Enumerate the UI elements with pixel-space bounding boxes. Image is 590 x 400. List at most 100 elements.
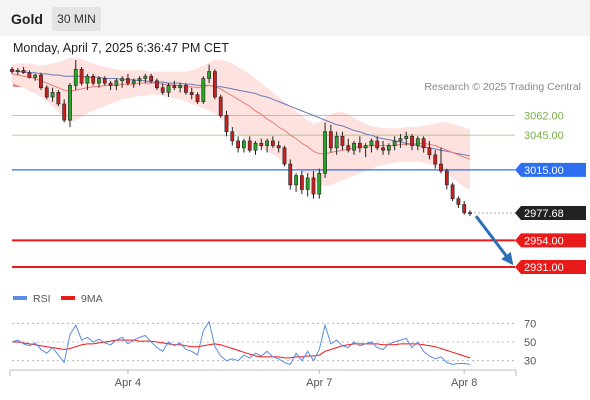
- candle-body: [44, 87, 49, 98]
- candle: [68, 83, 72, 128]
- top-bar: Gold 30 MIN: [0, 0, 590, 36]
- candle: [10, 66, 14, 74]
- candle: [340, 131, 345, 151]
- last-price-label: 2977.68: [524, 208, 564, 220]
- candle-body: [126, 78, 130, 84]
- candle: [39, 72, 43, 91]
- candle: [444, 168, 449, 190]
- candle: [85, 73, 90, 91]
- rsi-ma9-line: [12, 339, 471, 359]
- candle: [97, 76, 101, 88]
- candle-body: [381, 147, 385, 151]
- candle-body: [270, 140, 275, 146]
- candle: [468, 210, 472, 217]
- candle-body: [456, 198, 461, 205]
- candle: [184, 83, 188, 95]
- candle-body: [114, 80, 119, 86]
- support-label: 2931.00: [524, 262, 564, 274]
- candle-body: [224, 115, 229, 132]
- candle-body: [166, 85, 171, 93]
- candle-body: [21, 70, 26, 74]
- candle: [27, 70, 32, 79]
- resistance-label: 3062.00: [524, 111, 564, 123]
- candle: [207, 64, 212, 84]
- candle: [450, 182, 455, 202]
- candle-body: [398, 138, 403, 142]
- pivot-label: 3015.00: [524, 165, 564, 177]
- candle-body: [282, 147, 287, 165]
- candle: [241, 138, 246, 153]
- rsi-legend-label: 9MA: [81, 293, 103, 305]
- candle-body: [207, 71, 212, 79]
- candle-body: [102, 78, 107, 84]
- candle: [155, 78, 159, 91]
- candle: [427, 140, 432, 160]
- candle: [73, 60, 78, 91]
- candle: [62, 99, 67, 123]
- x-tick-label: Apr 7: [306, 377, 332, 389]
- candle: [265, 138, 269, 153]
- candle-body: [15, 70, 20, 72]
- candle: [456, 196, 461, 208]
- candle: [126, 73, 130, 86]
- candle: [114, 78, 119, 91]
- candle-body: [79, 68, 84, 84]
- candle-body: [184, 85, 188, 93]
- candle-body: [439, 163, 443, 172]
- candle: [201, 76, 206, 104]
- x-tick-label: Apr 8: [451, 377, 477, 389]
- candle-body: [236, 140, 241, 149]
- candle: [357, 136, 362, 153]
- candle-body: [363, 145, 368, 149]
- candle: [381, 140, 385, 155]
- candle: [363, 143, 368, 158]
- candle: [288, 159, 293, 190]
- candle: [305, 173, 310, 197]
- candle-body: [50, 92, 55, 98]
- candle-body: [253, 142, 258, 151]
- candle-body: [143, 75, 148, 79]
- candle-body: [131, 80, 136, 84]
- candle-body: [85, 75, 90, 84]
- candle: [15, 68, 20, 76]
- candle: [439, 147, 443, 174]
- resistance-label: 3045.00: [524, 130, 564, 142]
- candle: [137, 76, 142, 86]
- candle-body: [323, 131, 327, 174]
- candle-body: [73, 68, 78, 86]
- candle: [213, 69, 217, 100]
- candle-body: [357, 142, 362, 149]
- candle: [79, 66, 84, 86]
- candle-body: [39, 74, 43, 89]
- candle-body: [311, 177, 316, 195]
- candle: [33, 73, 38, 81]
- candle-body: [247, 140, 252, 151]
- candle: [120, 76, 125, 88]
- candle-body: [137, 78, 142, 82]
- candle: [398, 134, 403, 148]
- candle-body: [10, 68, 14, 72]
- candle: [178, 83, 183, 93]
- candle-body: [56, 92, 61, 105]
- candle-body: [369, 140, 374, 146]
- candle-body: [265, 140, 269, 146]
- candle: [160, 83, 165, 95]
- bollinger-band: [12, 57, 470, 190]
- candle-body: [33, 74, 38, 78]
- candle: [259, 138, 264, 151]
- candle-body: [108, 82, 113, 86]
- candle: [166, 83, 171, 97]
- candle-body: [259, 142, 264, 146]
- candle: [253, 140, 258, 155]
- rsi-tick-label: 30: [524, 356, 536, 368]
- chart-datetime: Monday, April 7, 2025 6:36:47 PM CET: [13, 41, 229, 55]
- candle-body: [68, 85, 72, 121]
- candle: [317, 168, 322, 199]
- candle-body: [444, 170, 449, 186]
- timeframe-button[interactable]: 30 MIN: [52, 7, 101, 31]
- support-tag: [515, 233, 586, 248]
- candle-body: [201, 78, 206, 102]
- candle: [108, 80, 113, 91]
- candle: [433, 150, 438, 169]
- candle-body: [317, 173, 322, 195]
